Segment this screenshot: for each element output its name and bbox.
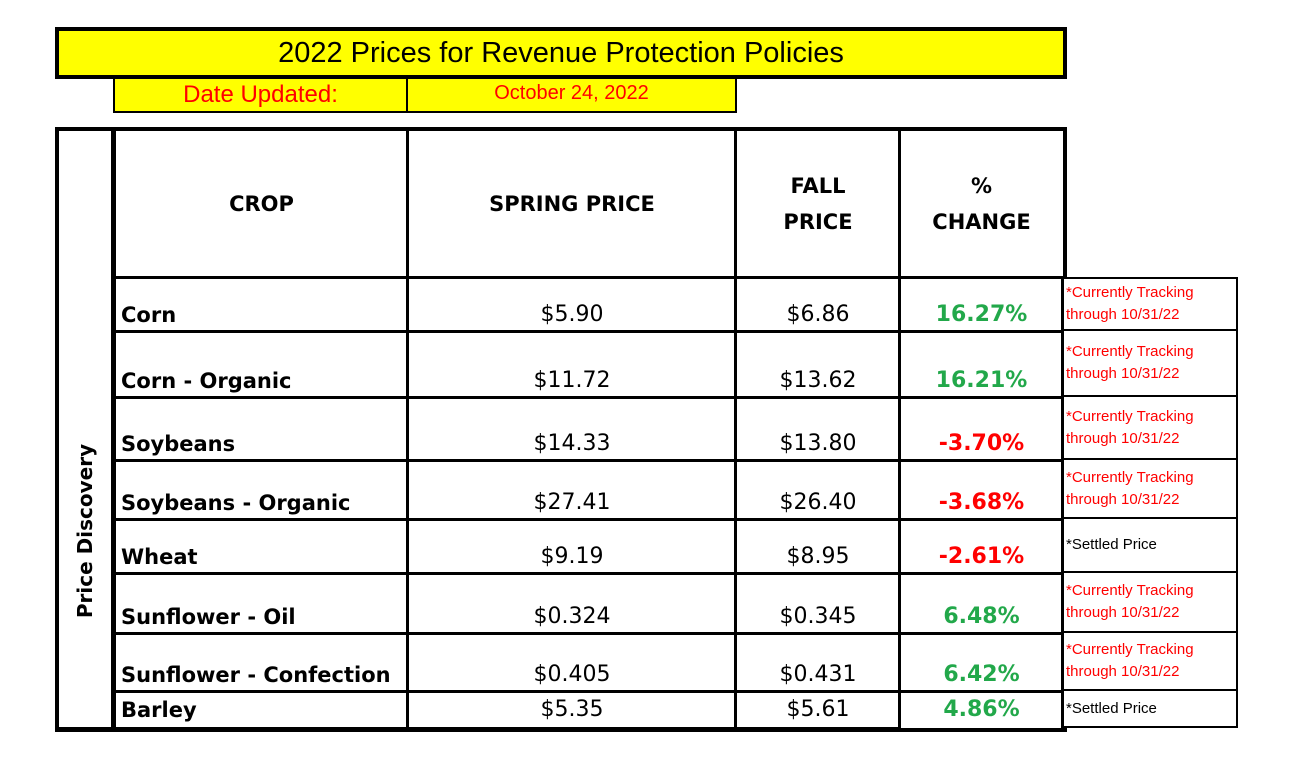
crop-name: Soybeans - Organic bbox=[121, 491, 351, 515]
column-divider bbox=[1061, 277, 1064, 728]
spring-price: $9.19 bbox=[540, 544, 604, 569]
row-divider bbox=[113, 459, 1063, 462]
spring-price: $27.41 bbox=[533, 490, 611, 515]
spring-price: $11.72 bbox=[533, 368, 611, 393]
spring-price: $5.35 bbox=[540, 697, 604, 722]
header-change-line1: % bbox=[970, 174, 993, 198]
header-change-line2: CHANGE bbox=[932, 210, 1031, 234]
status-note: *Currently Tracking through 10/31/22 bbox=[1063, 331, 1238, 397]
percent-change: -3.68% bbox=[938, 490, 1025, 515]
row-divider bbox=[113, 330, 1063, 333]
percent-change: 6.42% bbox=[943, 662, 1020, 687]
date-updated-label: Date Updated: bbox=[113, 79, 408, 113]
header-spring-price: SPRING PRICE bbox=[489, 192, 655, 216]
status-note: *Currently Tracking through 10/31/22 bbox=[1063, 397, 1238, 460]
crop-name: Soybeans bbox=[121, 432, 236, 456]
frame-divider bbox=[1063, 127, 1067, 277]
side-label-box: Price Discovery bbox=[59, 131, 113, 728]
column-divider bbox=[406, 131, 409, 728]
percent-change: -2.61% bbox=[938, 544, 1025, 569]
row-divider bbox=[113, 396, 1063, 399]
row-divider bbox=[113, 632, 1063, 635]
status-note-line1: *Currently Tracking bbox=[1066, 407, 1194, 425]
status-note-line2: through 10/31/22 bbox=[1066, 429, 1180, 447]
status-note: *Currently Tracking through 10/31/22 bbox=[1063, 573, 1238, 633]
status-note-line1: *Settled Price bbox=[1066, 536, 1157, 553]
status-note: *Currently Tracking through 10/31/22 bbox=[1063, 277, 1238, 331]
table-bottom-border bbox=[55, 727, 900, 731]
header-percent-change: % CHANGE bbox=[900, 131, 1063, 277]
fall-price: $6.86 bbox=[786, 302, 850, 327]
price-discovery-label: Price Discovery bbox=[73, 443, 97, 619]
percent-change: 6.48% bbox=[943, 604, 1020, 629]
status-note-line1: *Currently Tracking bbox=[1066, 284, 1194, 301]
status-note: *Currently Tracking through 10/31/22 bbox=[1063, 460, 1238, 519]
column-divider bbox=[113, 131, 116, 728]
fall-price: $0.431 bbox=[779, 662, 857, 687]
fall-price: $8.95 bbox=[786, 544, 850, 569]
header-fall-price: FALL PRICE bbox=[736, 131, 900, 277]
crop-name: Barley bbox=[121, 697, 197, 722]
fall-price: $13.62 bbox=[779, 368, 857, 393]
spring-price: $5.90 bbox=[540, 302, 604, 327]
status-note-line1: *Currently Tracking bbox=[1066, 343, 1194, 360]
fall-price: $26.40 bbox=[779, 490, 857, 515]
row-divider bbox=[113, 690, 1063, 693]
status-note-line2: through 10/31/22 bbox=[1066, 490, 1180, 508]
date-updated-value: October 24, 2022 bbox=[408, 79, 737, 113]
fall-price: $0.345 bbox=[779, 604, 857, 629]
status-note-line2: through 10/31/22 bbox=[1066, 365, 1180, 382]
status-note-line2: through 10/31/22 bbox=[1066, 306, 1180, 323]
header-fall-line2: PRICE bbox=[783, 210, 853, 234]
crop-name: Corn - Organic bbox=[121, 369, 292, 393]
status-note-line2: through 10/31/22 bbox=[1066, 663, 1180, 680]
page-title: 2022 Prices for Revenue Protection Polic… bbox=[55, 27, 1067, 79]
status-note: *Currently Tracking through 10/31/22 bbox=[1063, 633, 1238, 691]
crop-name: Sunflower - Oil bbox=[121, 605, 296, 629]
fall-price: $13.80 bbox=[779, 431, 857, 456]
percent-change: 16.21% bbox=[935, 368, 1028, 393]
spring-price: $14.33 bbox=[533, 431, 611, 456]
status-note: *Settled Price bbox=[1063, 519, 1238, 573]
percent-change: 4.86% bbox=[943, 697, 1020, 722]
percent-change: -3.70% bbox=[938, 431, 1025, 456]
status-note-line1: *Currently Tracking bbox=[1066, 582, 1194, 599]
percent-change: 16.27% bbox=[935, 302, 1028, 327]
spring-price: $0.324 bbox=[533, 604, 611, 629]
status-note-line1: *Currently Tracking bbox=[1066, 641, 1194, 658]
crop-name: Corn bbox=[121, 303, 177, 327]
column-divider bbox=[734, 131, 737, 728]
row-divider bbox=[113, 276, 1063, 279]
row-divider bbox=[113, 518, 1063, 521]
status-note-line1: *Settled Price bbox=[1066, 699, 1157, 717]
fall-price: $5.61 bbox=[786, 697, 850, 722]
status-note: *Settled Price bbox=[1063, 691, 1238, 728]
crop-name: Sunflower - Confection bbox=[121, 663, 391, 687]
row-divider bbox=[113, 572, 1063, 575]
crop-name: Wheat bbox=[121, 545, 198, 569]
status-note-line1: *Currently Tracking bbox=[1066, 468, 1194, 486]
spring-price: $0.405 bbox=[533, 662, 611, 687]
header-fall-line1: FALL bbox=[790, 174, 846, 198]
header-crop: CROP bbox=[229, 192, 294, 216]
column-divider bbox=[898, 131, 901, 728]
status-note-line2: through 10/31/22 bbox=[1066, 604, 1180, 621]
